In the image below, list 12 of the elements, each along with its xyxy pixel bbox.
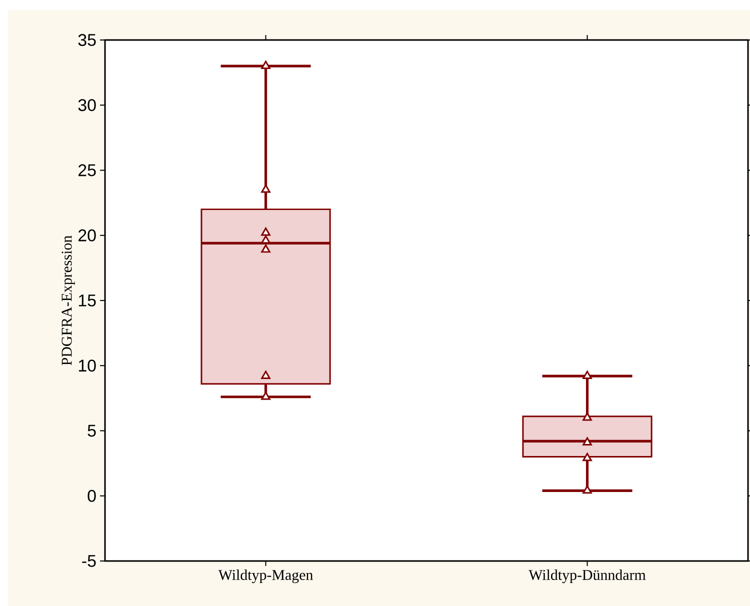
- y-tick-label: 15: [78, 294, 96, 306]
- y-axis-title: PDGFRA-Expression: [62, 236, 75, 366]
- y-tick-label: -5: [82, 555, 96, 567]
- y-tick-label: 25: [78, 164, 96, 176]
- y-tick-label: 20: [78, 229, 96, 242]
- y-tick-label: 30: [78, 99, 96, 112]
- y-tick-label: 0: [88, 490, 96, 502]
- y-tick-label: 5: [88, 424, 96, 437]
- y-tick-label: 35: [78, 34, 96, 46]
- x-tick-label: Wildtyp-Dünndarm: [528, 570, 646, 584]
- x-tick-label: Wildtyp-Magen: [218, 570, 313, 584]
- y-tick-label: 10: [78, 360, 96, 372]
